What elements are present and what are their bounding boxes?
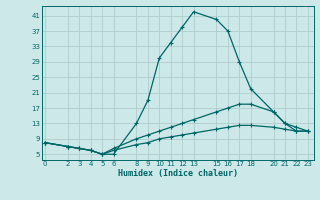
X-axis label: Humidex (Indice chaleur): Humidex (Indice chaleur) bbox=[118, 169, 237, 178]
